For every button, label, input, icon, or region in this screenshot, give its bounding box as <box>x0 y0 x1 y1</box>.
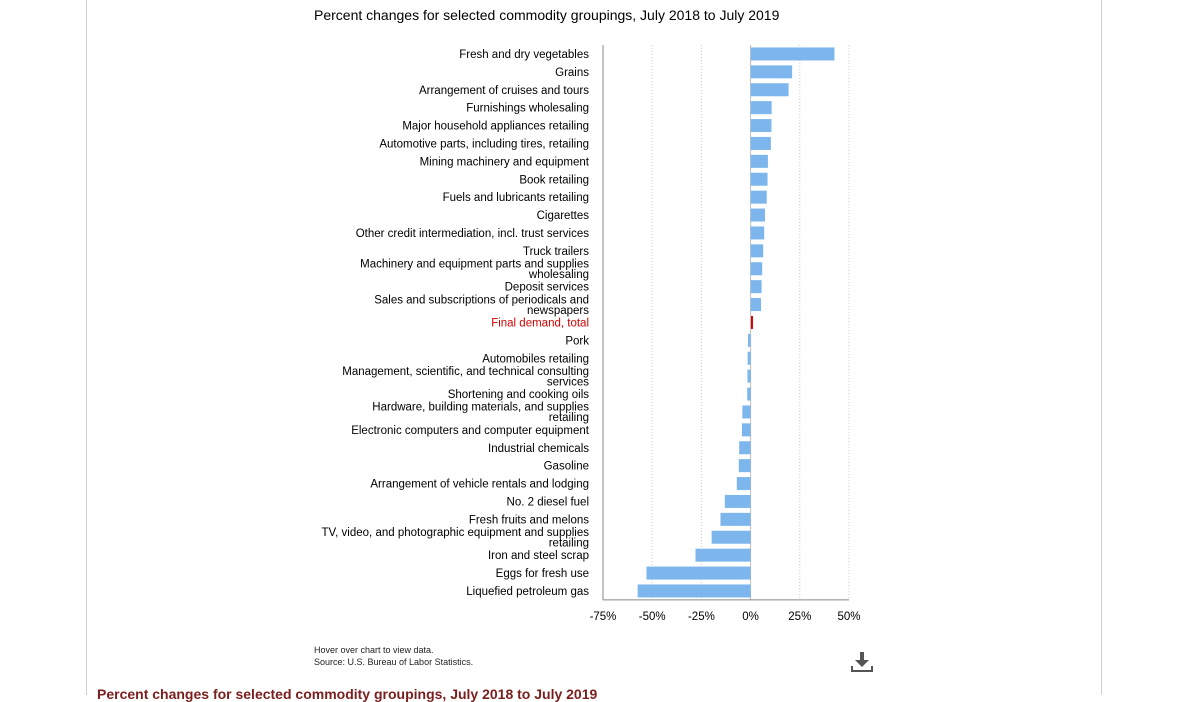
category-label: Industrial chemicals <box>488 443 589 455</box>
category-label: Cigarettes <box>537 210 590 222</box>
bar[interactable] <box>750 101 772 115</box>
category-label: Fresh fruits and melons <box>469 514 589 526</box>
bar[interactable] <box>750 83 789 97</box>
chart-title: Percent changes for selected commodity g… <box>314 7 780 23</box>
category-label: Machinery and equipment parts and suppli… <box>360 259 589 282</box>
bar[interactable] <box>747 387 751 401</box>
category-label: Final demand, total <box>491 317 589 329</box>
bar[interactable] <box>750 208 765 222</box>
bar[interactable] <box>750 280 762 294</box>
bar[interactable] <box>750 262 763 276</box>
bar[interactable] <box>750 154 768 168</box>
category-label: Eggs for fresh use <box>496 568 589 580</box>
bar[interactable] <box>750 190 767 204</box>
x-tick-label: -75% <box>590 611 617 623</box>
x-tick-label: 25% <box>788 611 811 623</box>
bar[interactable] <box>637 584 751 598</box>
category-label: Fuels and lubricants retailing <box>443 192 589 204</box>
category-label: Electronic computers and computer equipm… <box>351 425 590 437</box>
category-label: Automotive parts, including tires, retai… <box>379 138 589 150</box>
left-frame-border <box>86 0 87 695</box>
source-note: Source: U.S. Bureau of Labor Statistics. <box>314 657 474 667</box>
x-tick-label: 50% <box>837 611 860 623</box>
category-label: Shortening and cooking oils <box>448 389 590 401</box>
category-label: Book retailing <box>519 174 589 186</box>
bar[interactable] <box>646 566 751 580</box>
bar[interactable] <box>750 226 765 240</box>
category-label: Truck trailers <box>523 246 589 258</box>
category-label: Arrangement of vehicle rentals and lodgi… <box>370 479 589 491</box>
category-label: Arrangement of cruises and tours <box>419 85 589 97</box>
bar[interactable] <box>739 441 751 455</box>
bar[interactable] <box>750 136 771 150</box>
download-icon[interactable] <box>850 651 874 673</box>
hover-note: Hover over chart to view data. <box>314 645 434 655</box>
bar[interactable] <box>750 298 762 312</box>
category-label: Hardware, building materials, and suppli… <box>372 402 589 425</box>
bar[interactable] <box>724 494 751 508</box>
category-label: Fresh and dry vegetables <box>459 49 589 61</box>
bars <box>637 47 835 598</box>
category-label: Major household appliances retailing <box>402 121 589 133</box>
bar-chart[interactable]: Fresh and dry vegetables Grains Arrangemen… <box>0 0 1192 640</box>
category-label: TV, video, and photographic equipment an… <box>322 527 590 550</box>
bar[interactable] <box>750 172 768 186</box>
x-tick-label: 0% <box>742 611 759 623</box>
bar[interactable] <box>736 477 751 491</box>
category-label: No. 2 diesel fuel <box>507 496 589 508</box>
bar[interactable] <box>747 351 751 365</box>
bar[interactable] <box>738 459 751 473</box>
bar[interactable] <box>741 423 751 437</box>
category-label: Liquefied petroleum gas <box>466 586 589 598</box>
footer-chart-link[interactable]: Percent changes for selected commodity g… <box>97 686 598 702</box>
category-label: Management, scientific, and technical co… <box>342 366 589 389</box>
bar-highlight[interactable] <box>750 315 753 329</box>
bar[interactable] <box>750 47 835 61</box>
bar[interactable] <box>747 369 751 383</box>
bar[interactable] <box>750 119 772 133</box>
category-label: Iron and steel scrap <box>488 550 589 562</box>
category-label: Sales and subscriptions of periodicals a… <box>374 294 589 317</box>
x-axis: -75% -50% -25% 0% 25% 50% <box>590 45 861 623</box>
category-labels: Fresh and dry vegetables Grains Arrangemen… <box>322 49 590 598</box>
category-label: Other credit intermediation, incl. trust… <box>356 228 590 240</box>
bar[interactable] <box>695 548 751 562</box>
category-label: Pork <box>565 335 589 347</box>
category-label: Mining machinery and equipment <box>420 156 590 168</box>
bar[interactable] <box>750 65 793 79</box>
category-label: Grains <box>555 67 589 79</box>
category-label: Deposit services <box>505 282 590 294</box>
x-tick-label: -25% <box>688 611 715 623</box>
category-label: Furnishings wholesaling <box>466 103 589 115</box>
bar[interactable] <box>720 512 751 526</box>
category-label: Gasoline <box>544 461 589 473</box>
x-tick-label: -50% <box>639 611 666 623</box>
bar[interactable] <box>711 530 751 544</box>
right-frame-border <box>1101 0 1102 695</box>
bar[interactable] <box>750 244 764 258</box>
category-label: Automobiles retailing <box>482 353 589 365</box>
bar[interactable] <box>742 405 751 419</box>
bar[interactable] <box>748 333 751 347</box>
